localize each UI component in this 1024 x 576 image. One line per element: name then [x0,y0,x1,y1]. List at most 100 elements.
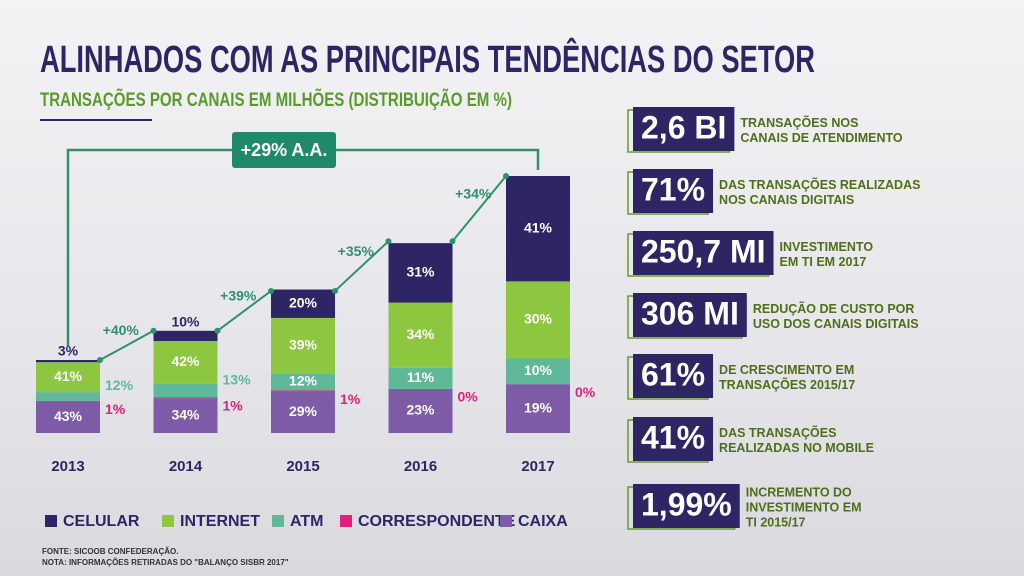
data-label: 11% [407,369,435,385]
cagr-label: +29% A.A. [241,140,328,160]
stat-value: 71% [641,171,705,207]
stat-box [633,231,774,275]
stat-text: USO DOS CANAIS DIGITAIS [753,317,919,331]
bar-segment [153,383,218,398]
growth-dot [385,238,392,245]
bar-segment [388,302,453,368]
stat-box [633,354,714,398]
legend-label: CAIXA [518,513,568,530]
bar-segment [153,397,218,399]
growth-line [451,175,507,242]
data-label: 30% [524,311,553,327]
data-label: 12% [289,373,318,389]
data-label: 12% [105,377,134,393]
bar-segment [388,388,453,433]
data-label: 0% [458,389,479,405]
bar-segment [153,398,218,433]
bar-segment [36,362,100,393]
data-label: 0% [575,384,596,400]
growth-line [334,240,390,292]
growth-dot [150,327,157,334]
data-label: 10% [524,362,553,378]
data-label: 23% [406,402,435,418]
bar-segment [153,341,218,384]
stat-text: TRANSAÇÕES NOS [740,115,858,130]
legend-swatch [272,515,284,527]
bar-segment [271,289,335,318]
growth-dot [214,327,221,334]
data-label: 41% [524,219,553,235]
stat-text: INCREMENTO DO [746,485,852,499]
stat-value: 61% [641,356,705,392]
bar-segment [506,384,570,433]
subtitle: TRANSAÇÕES POR CANAIS EM MILHÕES (DISTRI… [40,89,512,111]
stat-box [633,169,714,213]
footnote: FONTE: SICOOB CONFEDERAÇÃO. [42,547,178,556]
legend-label: CORRESPONDENTE [358,513,516,530]
title: ALINHADOS COM AS PRINCIPAIS TENDÊNCIAS D… [40,37,815,81]
stat-text: EM TI EM 2017 [780,255,867,269]
legend-label: CELULAR [63,513,140,530]
bar-segment [36,360,100,363]
stat-value: 2,6 BI [641,109,726,145]
bar-segment [388,367,453,389]
growth-dot [503,173,509,180]
growth-label: +34% [455,185,492,201]
stat-text: INVESTIMENTO [780,240,874,254]
data-label: 10% [171,314,200,330]
stat-value: 306 MI [641,295,739,331]
data-label: 31% [406,264,435,280]
growth-dot [97,357,103,363]
x-tick-label: 2016 [404,458,437,475]
stat-text: TRANSAÇÕES 2015/17 [719,377,855,392]
data-label: 34% [171,406,200,422]
data-label: 19% [524,399,553,415]
bar-segment [271,390,335,392]
bar-segment [36,401,100,433]
bar-segment [506,358,570,385]
stat-text: REALIZADAS NO MOBILE [719,441,874,455]
x-tick-label: 2014 [169,458,203,475]
data-label: 1% [105,401,126,417]
legend-label: ATM [290,513,323,530]
x-tick-label: 2015 [286,458,319,475]
growth-line [216,290,272,332]
data-label: 13% [223,371,252,387]
stat-value: 41% [641,419,705,455]
data-label: 3% [58,343,79,359]
x-tick-label: 2013 [51,458,84,475]
stat-text: NOS CANAIS DIGITAIS [719,193,854,207]
growth-dot [449,238,456,245]
legend-swatch [45,515,57,527]
bar-segment [36,400,100,402]
growth-label: +35% [338,243,375,259]
growth-dot [332,287,338,294]
legend-label: INTERNET [180,513,260,530]
growth-line [99,329,154,361]
stat-box [633,107,735,151]
bar-segment [271,391,335,433]
x-tick-label: 2017 [521,458,554,475]
stat-text: DAS TRANSAÇÕES REALIZADAS [719,177,920,192]
stat-box [633,484,740,528]
stat-value: 250,7 MI [641,233,766,269]
bar-segment [506,176,570,282]
bar-segment [271,317,335,374]
stat-text: DAS TRANSAÇÕES [719,425,836,440]
stat-value: 1,99% [641,486,732,522]
bar-segment [153,330,218,342]
data-label: 43% [54,408,83,424]
growth-label: +39% [220,288,257,304]
stat-text: REDUÇÃO DE CUSTO POR [753,301,915,316]
growth-dot [268,287,274,294]
stat-box [633,293,747,337]
data-label: 20% [289,294,318,310]
stat-text: DE CRESCIMENTO EM [719,363,854,377]
